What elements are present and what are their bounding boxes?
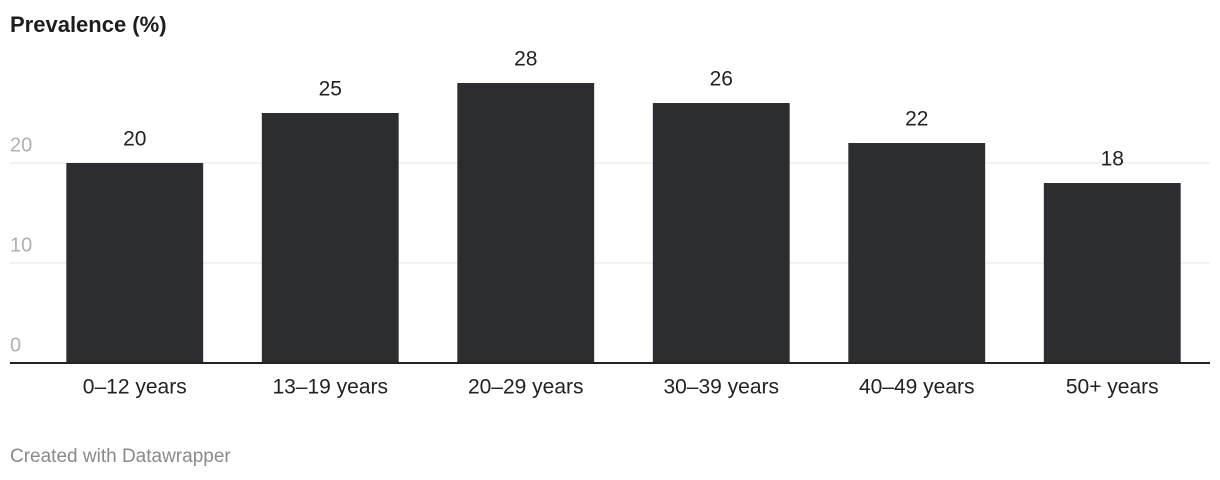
- x-tick-label: 20–29 years: [468, 376, 584, 399]
- y-tick-label: 10: [10, 234, 32, 256]
- value-label: 20: [123, 128, 146, 151]
- x-tick-label: 50+ years: [1066, 376, 1159, 399]
- value-label: 26: [710, 68, 733, 91]
- x-tick-label: 0–12 years: [83, 376, 187, 399]
- bar: [261, 113, 399, 363]
- value-label: 25: [319, 78, 342, 101]
- bar: [66, 163, 204, 363]
- bar: [652, 103, 790, 363]
- bar: [1043, 183, 1181, 363]
- value-label: 28: [514, 48, 537, 71]
- x-tick-label: 40–49 years: [859, 376, 975, 399]
- y-tick-label: 0: [10, 334, 21, 356]
- footer: Created with Datawrapper: [10, 446, 231, 467]
- value-label: 22: [905, 108, 928, 131]
- bar: [848, 143, 986, 363]
- bar: [457, 83, 595, 363]
- x-tick-label: 13–19 years: [272, 376, 388, 399]
- value-label: 18: [1101, 148, 1124, 171]
- x-tick-label: 30–39 years: [663, 376, 779, 399]
- chart-title: Prevalence (%): [10, 12, 167, 37]
- y-tick-label: 20: [10, 134, 32, 156]
